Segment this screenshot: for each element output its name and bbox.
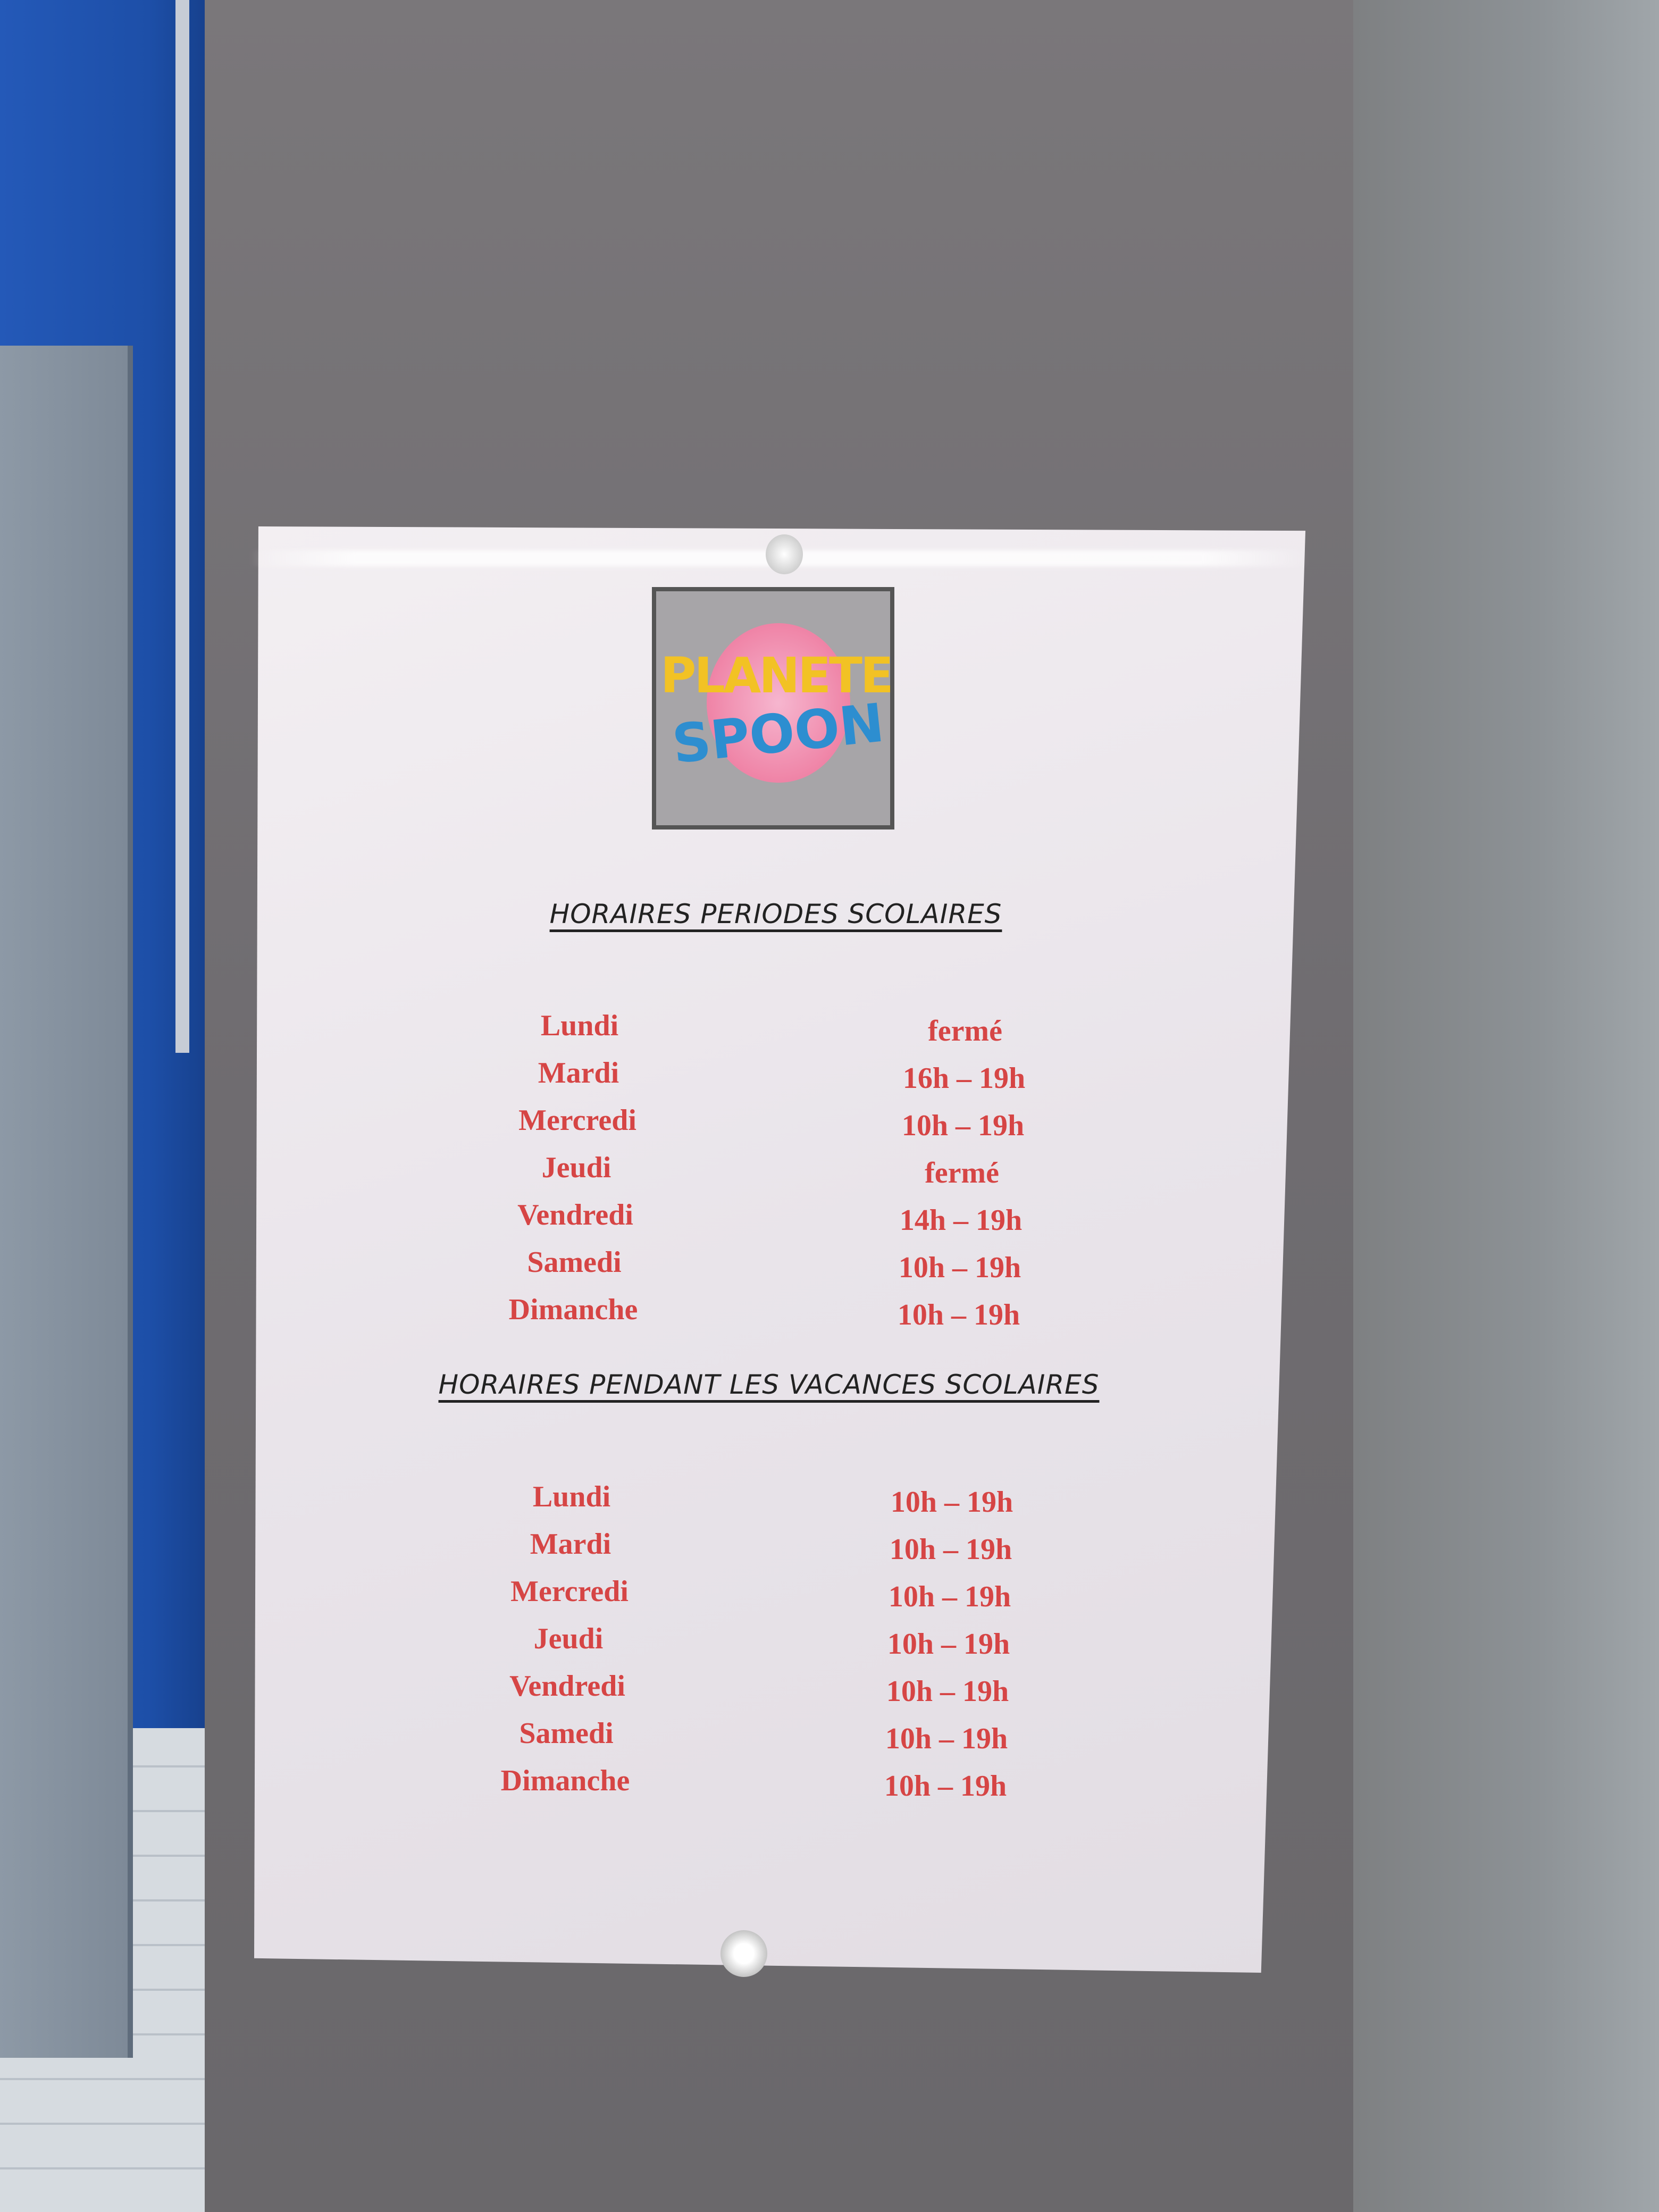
day-label: Samedi [527, 1246, 622, 1279]
planete-spoon-logo: PLANETE SPOON [652, 587, 894, 830]
day-label: Jeudi [541, 1151, 611, 1184]
wall-pipe [175, 0, 189, 1053]
logo-pink-circle [707, 623, 850, 783]
school-periods-heading: HORAIRES PERIODES SCOLAIRES [549, 899, 1002, 929]
day-label: Dimanche [500, 1764, 630, 1797]
day-label: Mardi [530, 1528, 611, 1561]
day-label: Lundi [540, 1009, 619, 1042]
hours-value: 10h – 19h [890, 1486, 1013, 1519]
hours-value: fermé [925, 1157, 999, 1189]
pushpin-top [766, 534, 803, 574]
day-label: Jeudi [533, 1622, 604, 1655]
day-label: Dimanche [508, 1293, 638, 1326]
hours-value: 10h – 19h [884, 1770, 1007, 1803]
logo-text-spoon: SPOON [669, 691, 887, 776]
hours-value: 10h – 19h [886, 1675, 1009, 1708]
hours-value: 10h – 19h [897, 1298, 1020, 1331]
hours-value: 10h – 19h [885, 1722, 1008, 1755]
side-wall [1353, 0, 1659, 2212]
hours-value: 10h – 19h [888, 1580, 1011, 1613]
hours-value: 10h – 19h [898, 1251, 1021, 1284]
day-label: Mardi [538, 1057, 619, 1090]
day-label: Vendredi [517, 1199, 633, 1231]
hours-value: 16h – 19h [902, 1062, 1026, 1095]
hours-value: 14h – 19h [899, 1204, 1023, 1237]
day-label: Mercredi [510, 1575, 629, 1608]
hours-value: 10h – 19h [889, 1533, 1012, 1566]
school-holidays-heading: HORAIRES PENDANT LES VACANCES SCOLAIRES [438, 1369, 1100, 1400]
hours-value: 10h – 19h [901, 1109, 1025, 1142]
grey-door-panel [0, 346, 133, 2058]
day-label: Lundi [532, 1480, 611, 1513]
hours-value: fermé [928, 1015, 1002, 1048]
pushpin-bottom [720, 1930, 767, 1977]
day-label: Vendredi [509, 1670, 625, 1703]
day-label: Samedi [519, 1717, 614, 1750]
hours-value: 10h – 19h [887, 1628, 1010, 1661]
logo-text-planete: PLANETE [660, 647, 892, 704]
day-label: Mercredi [518, 1104, 636, 1137]
